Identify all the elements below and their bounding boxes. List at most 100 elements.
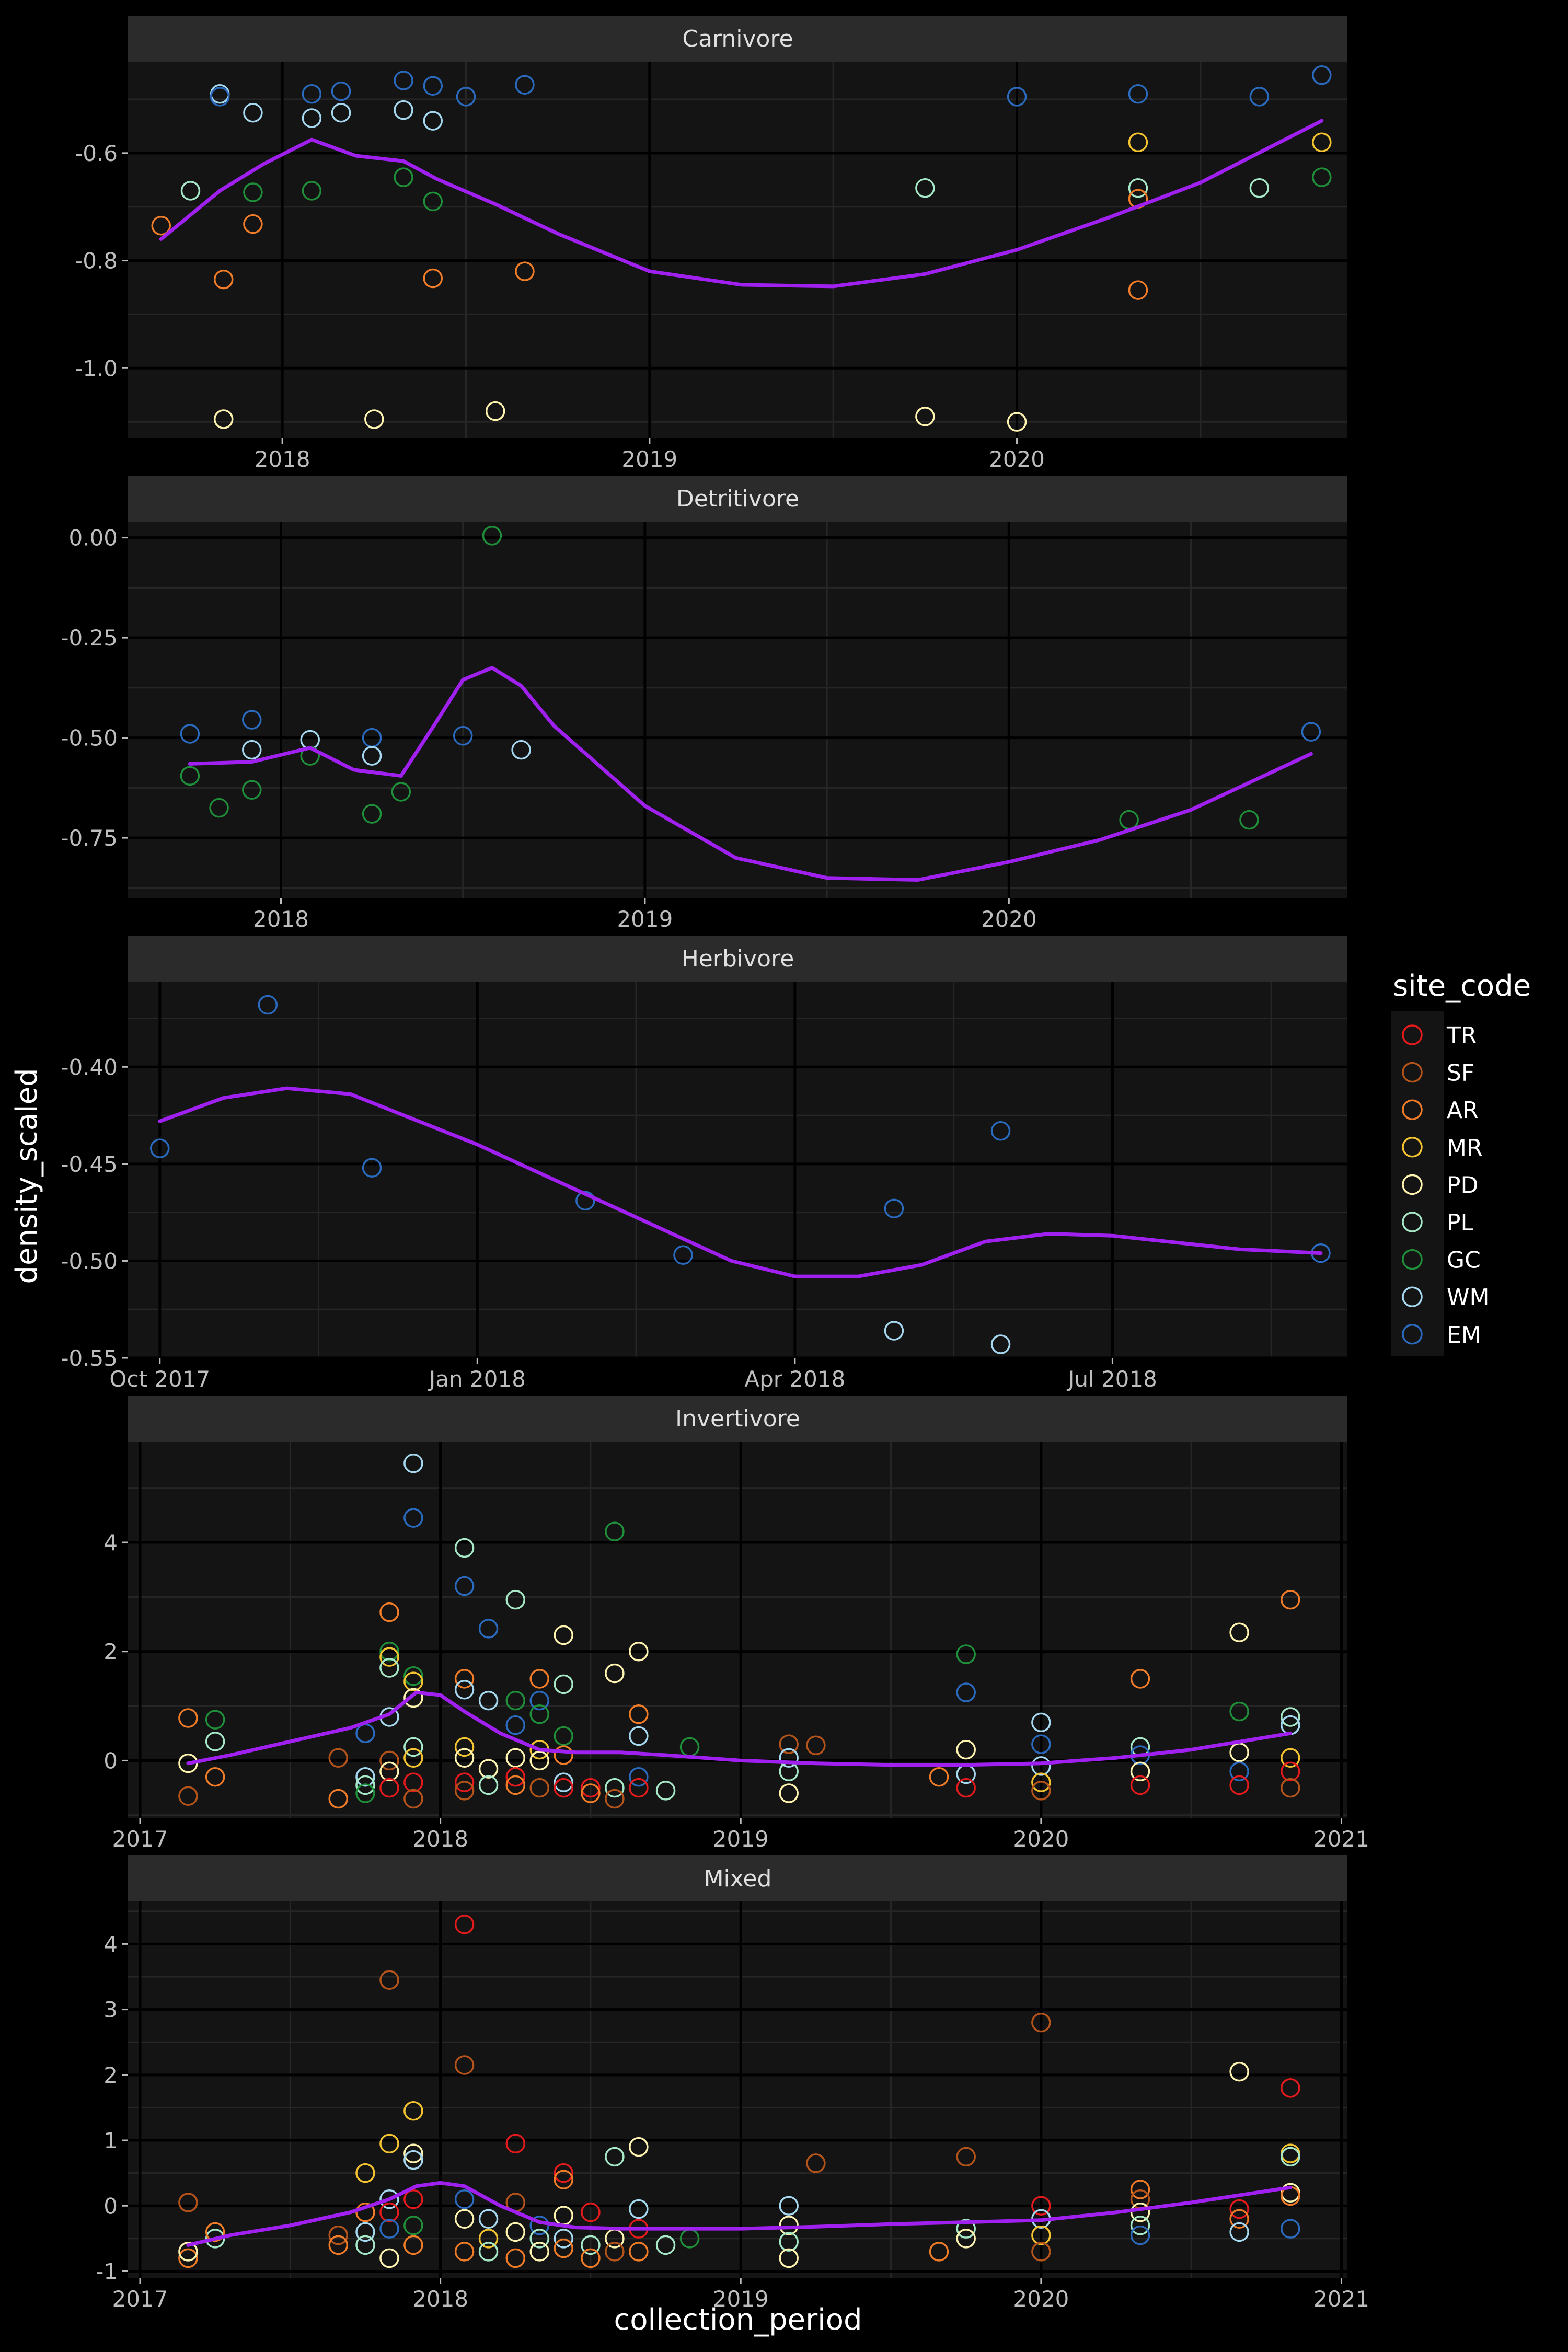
data-point [150,1138,170,1158]
facet-strip-label: Mixed [704,1865,772,1892]
data-point [379,1761,399,1782]
data-point [379,2189,399,2209]
facet-strip [128,16,1347,62]
x-tick-label: Apr 2018 [744,1366,845,1392]
data-point [178,1786,198,1806]
data-point [605,2147,625,2167]
facet-strip [128,476,1347,522]
data-point [581,1778,601,1798]
data-point [529,1750,549,1771]
data-point [485,401,505,421]
data-point [403,1772,423,1792]
smooth-trend-line [188,666,1313,882]
data-point [529,2242,549,2262]
legend-label-wm: WM [1447,1284,1489,1311]
data-point [605,1663,625,1684]
y-tick-label: 4 [103,1530,118,1555]
data-point [379,2134,399,2154]
data-point [302,84,322,104]
data-point [403,1737,423,1757]
facet-mixed: Mixed 2017 2018 2019 2020 2021 -1 0 1 2 3 4 [96,1855,1369,2312]
data-point [403,1666,423,1686]
x-tick-label: 2019 [713,2286,769,2312]
data-point [779,2232,799,2252]
facet-strip-label: Herbivore [682,946,794,972]
data-point [1130,2225,1150,2245]
data-point [478,2209,499,2229]
data-point [529,1690,549,1711]
legend-label-pd: PD [1447,1172,1478,1198]
data-point [629,2242,649,2262]
facet-strip-label: Detritivore [676,486,799,512]
data-point [1031,1781,1051,1801]
smooth-trend-line [159,119,1324,289]
data-point [505,1748,526,1768]
data-point [505,2248,526,2268]
data-point [1281,1778,1300,1798]
y-tick-label: -0.45 [61,1151,118,1177]
facet-invertivore: Invertivore 2017 2018 2019 2020 2021 0 2 4 [103,1396,1369,1852]
data-point [529,2216,549,2235]
data-point [454,1781,475,1801]
data-point [403,1453,423,1473]
data-point [1130,2180,1150,2199]
x-tick-label: 2018 [253,906,309,932]
data-point [554,1726,573,1746]
y-tick-label: -0.40 [61,1054,118,1080]
facet-strip [128,936,1347,982]
data-point [379,1778,399,1798]
data-point [478,2229,499,2249]
data-point [629,1726,649,1746]
data-point [581,1783,601,1803]
data-point [454,2242,475,2262]
data-point [505,1690,526,1711]
data-point [554,1625,573,1645]
data-point [605,1521,625,1541]
x-tick-label: 2020 [1013,2286,1069,2312]
legend-key-pl [1402,1212,1423,1232]
y-axis-title: density_scaled [10,1068,44,1284]
data-point [379,1970,399,1990]
data-point [1229,1761,1249,1782]
data-point [362,1158,382,1178]
data-point [1031,2012,1051,2033]
data-point [1312,65,1332,85]
smooth-trend-line [186,2181,1293,2247]
data-point [478,1619,499,1639]
y-tick-label: -0.25 [61,625,118,651]
data-point [515,75,535,95]
data-point [403,1789,423,1809]
data-point [482,526,502,546]
data-point [505,2222,526,2242]
data-point [1281,2078,1300,2098]
plot-marks [178,1453,1300,1809]
data-point [884,1198,904,1218]
data-point [454,1680,475,1700]
data-point [575,1191,595,1211]
data-point [1229,2199,1249,2219]
data-point [629,1704,649,1724]
facet-strip [128,1396,1347,1442]
data-point [581,2235,601,2255]
data-point [454,1737,475,1757]
facet-strip-label: Carnivore [682,26,793,52]
data-point [394,167,413,187]
legend-key-background [1391,1011,1444,1356]
data-point [605,1778,625,1798]
data-point [1130,1669,1150,1689]
y-tick-label: 2 [103,1639,118,1665]
data-point [379,1641,399,1662]
y-tick-label: 0 [103,2193,118,2219]
data-point [391,782,411,802]
data-point [379,1750,399,1771]
x-tick-label: 2019 [713,1826,769,1852]
data-point [505,1767,526,1787]
data-point [403,2235,423,2255]
data-point [364,409,384,429]
data-point [511,740,531,760]
plot-marks [151,65,1332,432]
data-point [956,2219,976,2239]
data-point [403,2150,423,2170]
data-point [673,1245,693,1265]
